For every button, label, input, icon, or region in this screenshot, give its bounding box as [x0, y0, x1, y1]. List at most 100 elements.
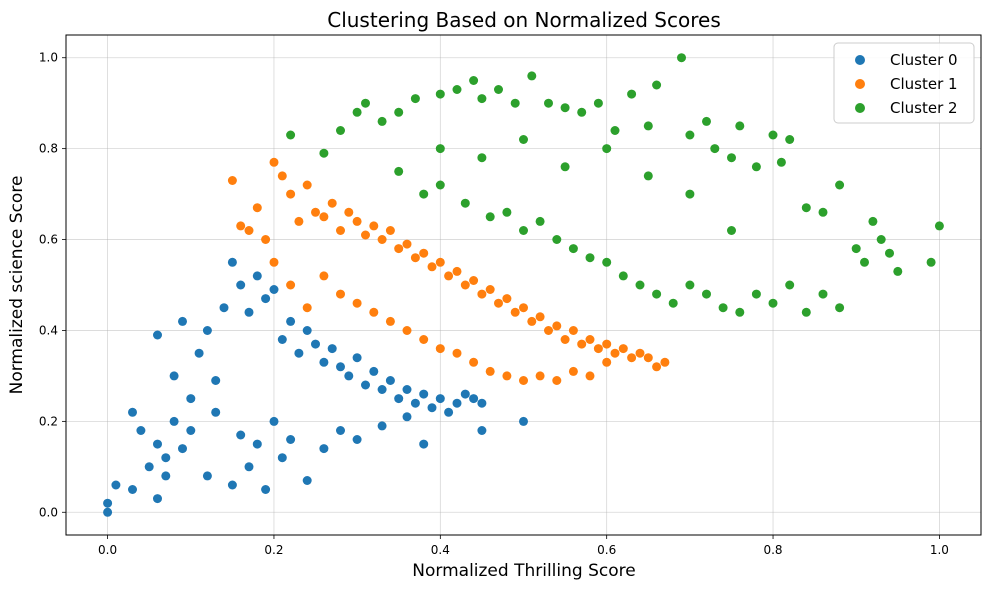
cluster-1-point	[502, 371, 512, 381]
cluster-2-point	[377, 116, 387, 126]
cluster-1-point	[336, 289, 345, 299]
cluster-0-point	[186, 426, 196, 435]
cluster-1-point	[385, 316, 395, 326]
cluster-1-point	[452, 348, 462, 358]
cluster-1-point	[369, 221, 379, 231]
cluster-0-point	[352, 435, 362, 444]
cluster-1-point	[469, 357, 479, 367]
cluster-1-point	[535, 371, 545, 381]
x-axis-label: Normalized Thrilling Score	[412, 561, 635, 581]
cluster-0-point	[227, 257, 237, 267]
cluster-0-point	[103, 498, 113, 508]
cluster-2-point	[751, 289, 761, 299]
cluster-1-point	[568, 326, 578, 335]
y-tick-label: 0.8	[39, 142, 58, 156]
cluster-2-point	[643, 121, 653, 131]
cluster-2-point	[768, 130, 778, 140]
cluster-2-point	[835, 303, 845, 313]
cluster-1-point	[252, 203, 262, 213]
cluster-1-point	[444, 271, 454, 281]
cluster-2-point	[602, 144, 612, 154]
axis-ticks: 0.0 0.2 0.4 0.6 0.8 1.0 0.0 0.2 0.4 0.6 0.8 1.0	[39, 51, 949, 557]
cluster-0-point	[385, 376, 395, 385]
cluster-0-point	[153, 494, 162, 504]
cluster-0-point	[227, 480, 237, 490]
cluster-0-point	[327, 344, 337, 354]
cluster-2-point	[885, 248, 894, 258]
cluster-0-point	[460, 389, 470, 399]
cluster-0-point	[361, 380, 370, 390]
cluster-2-point	[519, 226, 528, 235]
cluster-2-point	[394, 166, 404, 176]
cluster-1-point	[577, 339, 587, 349]
cluster-2-point	[460, 198, 470, 208]
cluster-0-point	[319, 357, 329, 367]
cluster-1-point	[336, 226, 345, 235]
cluster-2-point	[785, 280, 795, 290]
data-points	[103, 53, 944, 517]
cluster-0-point	[136, 426, 146, 435]
cluster-1-point	[435, 344, 445, 354]
cluster-1-point	[302, 180, 312, 190]
cluster-0-point	[161, 453, 171, 463]
cluster-1-point	[585, 335, 595, 344]
cluster-0-point	[419, 439, 429, 449]
cluster-1-point	[427, 262, 437, 272]
cluster-0-point	[252, 271, 262, 281]
cluster-1-point	[352, 298, 362, 308]
cluster-1-point	[552, 321, 562, 331]
legend-box	[833, 42, 975, 124]
cluster-2-point	[452, 85, 462, 94]
cluster-0-point	[427, 403, 437, 413]
cluster-0-point	[128, 407, 137, 417]
cluster-1-point	[527, 316, 537, 326]
cluster-0-point	[352, 353, 362, 363]
plot-area-frame	[65, 34, 982, 536]
cluster-0-point	[178, 316, 187, 326]
y-tick-label: 1.0	[39, 51, 58, 65]
cluster-1-point	[485, 285, 495, 294]
cluster-0-point	[452, 398, 462, 408]
cluster-0-point	[261, 485, 271, 494]
cluster-2-point	[510, 98, 520, 108]
cluster-1-point	[352, 216, 362, 226]
cluster-1-point	[369, 307, 379, 317]
cluster-0-point	[269, 285, 279, 294]
cluster-2-point	[394, 107, 404, 117]
cluster-0-point	[169, 416, 179, 426]
cluster-0-point	[344, 371, 354, 381]
legend-label-cluster-0: Cluster 0	[890, 51, 958, 69]
cluster-2-point	[560, 162, 570, 172]
cluster-0-point	[477, 398, 487, 408]
cluster-2-point	[685, 189, 695, 199]
cluster-2-point	[652, 80, 662, 90]
grid	[66, 35, 981, 535]
cluster-2-point	[768, 298, 778, 308]
cluster-1-point	[510, 307, 520, 317]
cluster-1-point	[236, 221, 246, 231]
cluster-1-point	[319, 271, 329, 281]
cluster-2-point	[718, 303, 728, 313]
cluster-2-point	[727, 226, 736, 235]
cluster-2-point	[352, 107, 362, 117]
cluster-0-point	[519, 416, 528, 426]
cluster-1-point	[469, 276, 479, 285]
cluster-1-point	[602, 339, 612, 349]
cluster-1-point	[460, 280, 470, 290]
cluster-1-point	[394, 244, 404, 254]
cluster-2-point	[876, 235, 886, 244]
legend-marker-cluster-2	[855, 103, 865, 113]
x-tick-label: 0.8	[763, 543, 782, 557]
cluster-2-point	[435, 144, 445, 154]
cluster-1-point	[477, 289, 487, 299]
cluster-2-point	[735, 121, 745, 131]
cluster-0-point	[269, 416, 279, 426]
cluster-1-point	[261, 235, 271, 244]
cluster-0-point	[244, 307, 254, 317]
cluster-2-point	[585, 253, 595, 263]
cluster-1-point	[286, 189, 296, 199]
cluster-0-point	[410, 398, 420, 408]
legend-label-cluster-2: Cluster 2	[890, 99, 958, 117]
cluster-0-point	[111, 480, 121, 490]
cluster-0-point	[128, 485, 137, 494]
